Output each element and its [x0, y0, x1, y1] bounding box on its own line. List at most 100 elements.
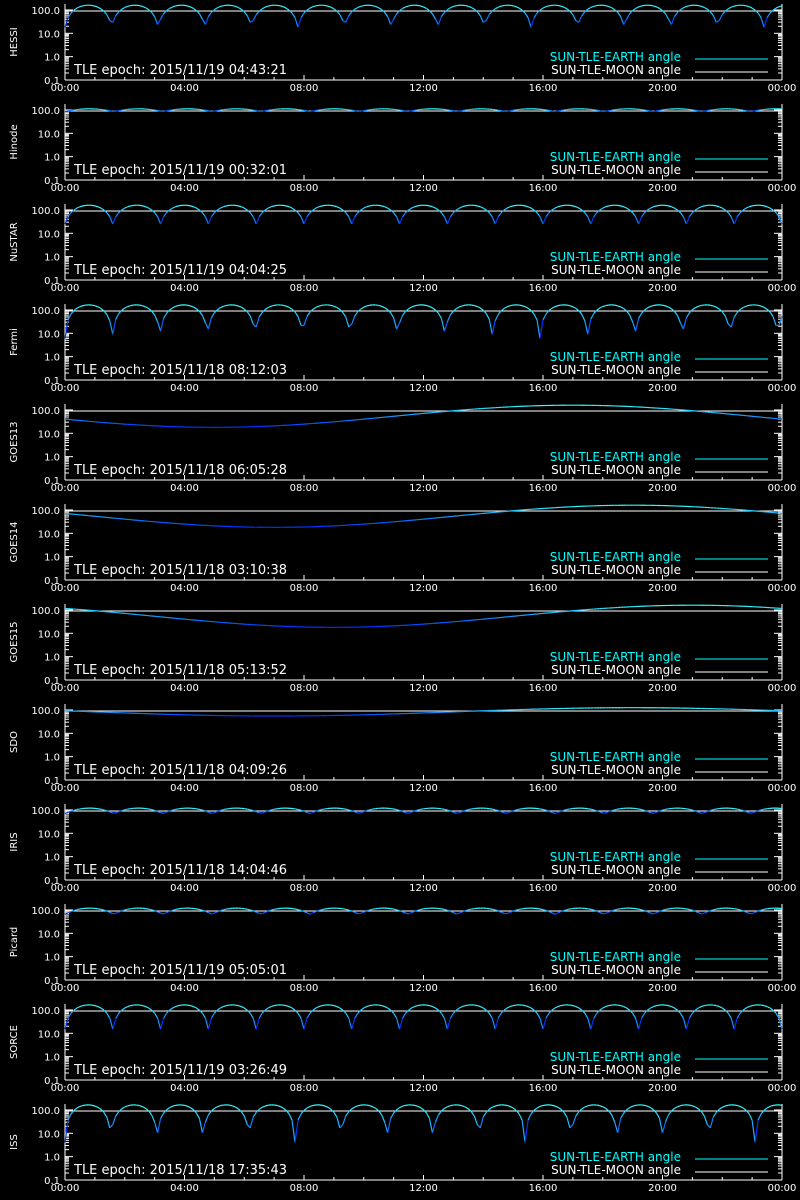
curve-segment [411, 1006, 415, 1009]
curve-segment [193, 1109, 197, 1114]
curve-segment [623, 1006, 627, 1009]
curve-segment [447, 1105, 451, 1108]
curve-segment [381, 1005, 385, 1008]
curve-segment [408, 912, 412, 915]
curve-segment [190, 1107, 194, 1111]
curve-segment [202, 909, 206, 912]
curve-segment [303, 109, 308, 112]
curve-segment [450, 810, 454, 813]
curve-segment [420, 5, 424, 8]
curve-segment [207, 12, 212, 17]
curve-segment [554, 811, 559, 815]
curve-segment [539, 908, 544, 911]
curve-segment [405, 811, 409, 814]
curve-segment [733, 216, 738, 225]
curve-segment [264, 306, 269, 310]
curve-segment [417, 4, 421, 7]
panel-goes14: 100.010.01.00.100:00 04:00 08:00 12:00 16:00… [9, 504, 796, 594]
angle-curve [64, 907, 783, 915]
curve-segment [151, 12, 156, 17]
curve-segment [512, 1107, 517, 1111]
curve-segment [201, 212, 206, 218]
curve-segment [426, 204, 430, 207]
curve-segment [557, 1106, 562, 1110]
curve-segment [527, 17, 532, 28]
curve-segment [440, 318, 445, 332]
curve-segment [243, 1115, 248, 1125]
x-tick-label: 16:00 [529, 683, 558, 694]
angle-curve [64, 807, 783, 815]
curve-segment [700, 1111, 705, 1117]
curve-segment [760, 1004, 765, 1007]
curve-segment [124, 5, 128, 9]
curve-segment [581, 1009, 586, 1014]
y-tick-label: 0.1 [44, 576, 60, 587]
curve-segment [641, 909, 645, 912]
curve-segment [384, 307, 388, 311]
curve-segment [402, 911, 406, 914]
curve-segment [199, 209, 203, 214]
curve-segment [626, 13, 631, 20]
curve-segment [650, 304, 654, 307]
curve-segment [441, 908, 445, 911]
curve-segment [312, 910, 317, 914]
curve-segment [695, 910, 699, 914]
curve-segment [593, 309, 598, 314]
curve-segment [217, 910, 221, 913]
curve-segment [148, 207, 152, 211]
curve-segment [745, 5, 750, 8]
curve-segment [608, 910, 612, 913]
curve-segment [175, 4, 179, 7]
curve-segment [695, 1007, 699, 1011]
curve-segment [396, 809, 400, 812]
curve-segment [739, 1009, 744, 1014]
curve-segment [354, 811, 359, 814]
curve-segment [399, 7, 403, 12]
curve-segment [354, 212, 359, 218]
curve-segment [599, 110, 603, 112]
curve-segment [303, 316, 308, 326]
curve-segment [778, 316, 783, 326]
y-tick-label: 0.1 [44, 1176, 60, 1187]
curve-segment [485, 1108, 490, 1113]
curve-segment [533, 12, 538, 19]
curve-segment [321, 204, 326, 207]
curve-segment [444, 9, 448, 13]
curve-segment [420, 908, 424, 911]
curve-segment [399, 315, 404, 324]
curve-segment [390, 1009, 395, 1014]
curve-segment [548, 1009, 553, 1014]
curve-segment [506, 1104, 511, 1108]
y-tick-label: 10.0 [38, 1029, 60, 1040]
curve-segment [378, 7, 382, 11]
panel-picard: 100.010.01.00.100:00 04:00 08:00 12:00 16:00… [9, 904, 796, 994]
curve-segment [596, 810, 600, 813]
curve-segment [402, 311, 407, 316]
curve-segment [530, 1109, 535, 1115]
curve-segment [673, 12, 678, 17]
curve-segment [100, 307, 105, 312]
curve-segment [423, 6, 427, 9]
curve-segment [202, 809, 206, 812]
curve-segment [530, 1007, 535, 1011]
curve-segment [697, 1108, 702, 1112]
curve-segment [312, 306, 317, 310]
curve-segment [411, 206, 415, 209]
curve-segment [593, 4, 597, 7]
curve-segment [688, 1012, 693, 1019]
curve-segment [722, 1105, 726, 1108]
y-tick-label: 1.0 [44, 1053, 60, 1064]
curve-segment [462, 1005, 466, 1008]
curve-segment [542, 1018, 547, 1030]
curve-segment [103, 1111, 108, 1118]
satellite-label: SORCE [9, 1025, 20, 1059]
curve-segment [665, 1004, 669, 1007]
curve-segment [533, 1107, 538, 1111]
curve-segment [656, 810, 660, 813]
curve-segment [572, 1115, 577, 1125]
curve-segment [348, 809, 352, 812]
curve-segment [297, 1012, 302, 1019]
curve-segment [479, 307, 484, 311]
curve-segment [737, 908, 741, 911]
curve-segment [716, 205, 720, 208]
